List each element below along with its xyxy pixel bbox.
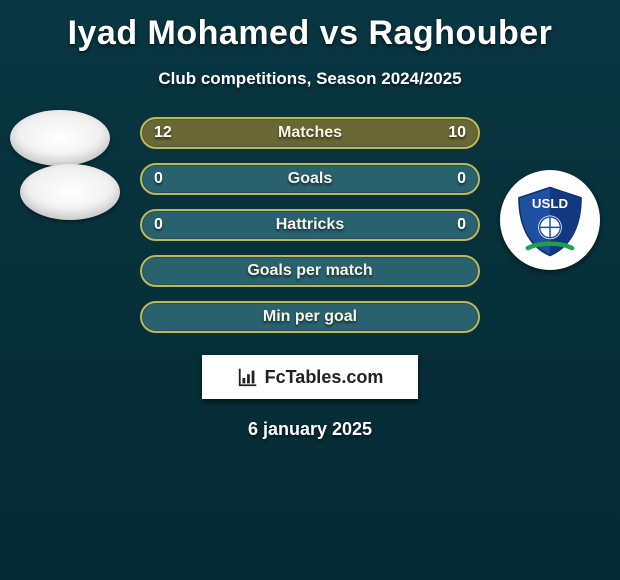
player2-club-logo: USLD (500, 170, 600, 270)
comparison-card: Iyad Mohamed vs Raghouber Club competiti… (0, 0, 620, 580)
club-logo-text: USLD (532, 196, 569, 211)
subtitle: Club competitions, Season 2024/2025 (0, 69, 620, 89)
player1-club-avatar (20, 164, 120, 220)
stat-row: Min per goal (140, 301, 480, 333)
player1-avatar (10, 110, 110, 166)
brand-box[interactable]: FcTables.com (202, 355, 418, 399)
stat-row: 12Matches10 (140, 117, 480, 149)
page-title: Iyad Mohamed vs Raghouber (0, 14, 620, 53)
shield-icon: USLD (513, 183, 587, 257)
stat-label: Min per goal (142, 308, 478, 326)
stat-row: Goals per match (140, 255, 480, 287)
brand-text: FcTables.com (265, 367, 384, 388)
stat-row: 0Goals0 (140, 163, 480, 195)
stats-rows: 12Matches10 0Goals0 0Hattricks0 Goals per m… (140, 117, 480, 333)
stat-row: 0Hattricks0 (140, 209, 480, 241)
stat-label: Matches (142, 124, 478, 142)
stat-label: Goals per match (142, 262, 478, 280)
bar-chart-icon (237, 366, 259, 388)
date-label: 6 january 2025 (0, 419, 620, 440)
stat-label: Hattricks (142, 216, 478, 234)
stat-label: Goals (142, 170, 478, 188)
